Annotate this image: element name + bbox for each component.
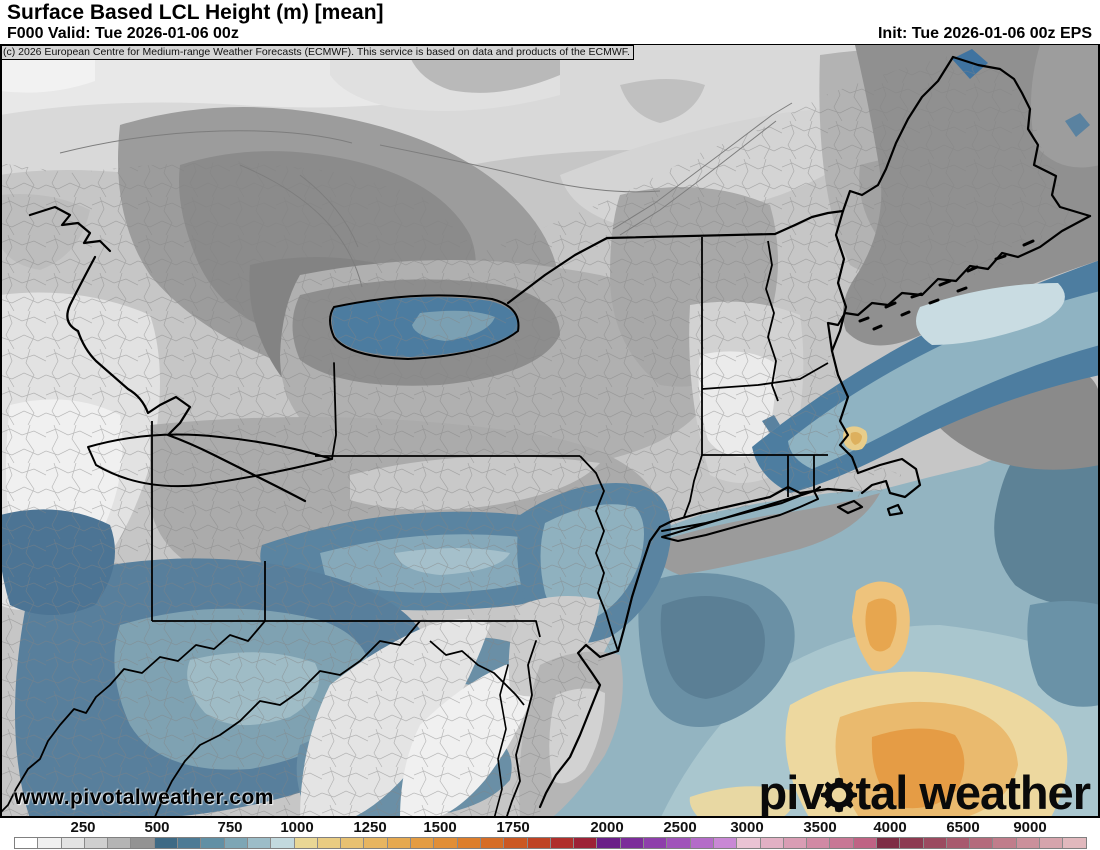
colorbar-cell	[457, 838, 481, 848]
colorbar-cell	[876, 838, 901, 848]
colorbar-cell	[900, 838, 924, 848]
pivotal-weather-logo: piv tal weather	[758, 766, 1091, 819]
colorbar-cell	[760, 838, 784, 848]
colorbar	[14, 837, 1087, 849]
colorbar-tick-label: 1750	[496, 819, 530, 836]
colorbar-cell	[737, 838, 761, 848]
colorbar-cell	[480, 838, 505, 848]
colorbar-cell	[527, 838, 551, 848]
colorbar-tick-label: 2500	[663, 819, 697, 836]
logo-text-1: piv	[758, 766, 825, 819]
colorbar-cell	[667, 838, 691, 848]
colorbar-cell	[247, 838, 272, 848]
colorbar-tick-label: 3500	[803, 819, 837, 836]
colorbar-cell	[993, 838, 1017, 848]
colorbar-tick-label: 3000	[730, 819, 764, 836]
colorbar-tick-label: 500	[144, 819, 170, 836]
colorbar-cell	[807, 838, 831, 848]
colorbar-cell	[178, 838, 202, 848]
colorbar-cell	[317, 838, 342, 848]
colorbar-cell	[108, 838, 132, 848]
weather-map-svg	[0, 45, 1100, 819]
colorbar-cell	[1016, 838, 1041, 848]
colorbar-tick-label: 2000	[590, 819, 624, 836]
color-scale: 250 500 750 1000 1250 1500 1750 2000 2500 3000 350…	[0, 818, 1100, 850]
colorbar-cell	[15, 838, 39, 848]
colorbar-cell	[946, 838, 971, 848]
colorbar-cell	[84, 838, 109, 848]
colorbar-tick-label: 9000	[1013, 819, 1047, 836]
colorbar-cell	[620, 838, 645, 848]
colorbar-cell	[970, 838, 994, 848]
colorbar-cell	[154, 838, 179, 848]
page-title: Surface Based LCL Height (m) [mean]	[7, 1, 384, 24]
colorbar-cell	[713, 838, 738, 848]
colorbar-cell	[224, 838, 248, 848]
forecast-valid-label: F000 Valid: Tue 2026-01-06 00z	[7, 25, 239, 42]
colorbar-tick-label: 1500	[423, 819, 457, 836]
logo-text-2: tal weather	[855, 766, 1091, 819]
colorbar-cell	[434, 838, 458, 848]
copyright-banner: (c) 2026 European Centre for Medium-rang…	[0, 45, 634, 60]
colorbar-tick-label: 4000	[873, 819, 907, 836]
colorbar-cell	[294, 838, 318, 848]
colorbar-cell	[853, 838, 877, 848]
colorbar-cell	[131, 838, 155, 848]
colorbar-cell	[550, 838, 575, 848]
colorbar-cell	[271, 838, 295, 848]
header: Surface Based LCL Height (m) [mean] F000…	[0, 0, 1100, 44]
map-area: (c) 2026 European Centre for Medium-rang…	[0, 44, 1100, 819]
colorbar-cell	[783, 838, 808, 848]
colorbar-cell	[574, 838, 598, 848]
colorbar-cell	[830, 838, 854, 848]
colorbar-cell	[364, 838, 388, 848]
colorbar-cell	[597, 838, 621, 848]
colorbar-cell	[504, 838, 528, 848]
watermark-url: www.pivotalweather.com	[14, 786, 274, 809]
colorbar-cell	[411, 838, 435, 848]
colorbar-cell	[1040, 838, 1064, 848]
init-time-label: Init: Tue 2026-01-06 00z EPS	[877, 25, 1092, 42]
colorbar-cell	[341, 838, 365, 848]
colorbar-cell	[38, 838, 62, 848]
colorbar-cell	[644, 838, 668, 848]
colorbar-cell	[201, 838, 225, 848]
colorbar-tick-label: 6500	[946, 819, 980, 836]
colorbar-cell	[387, 838, 412, 848]
colorbar-cell	[1063, 838, 1086, 848]
colorbar-tick-label: 750	[217, 819, 243, 836]
colorbar-cell	[690, 838, 714, 848]
colorbar-tick-label: 1250	[353, 819, 387, 836]
gear-icon	[821, 777, 858, 813]
colorbar-tick-label: 250	[70, 819, 96, 836]
colorbar-cell	[61, 838, 85, 848]
colorbar-cell	[923, 838, 947, 848]
colorbar-tick-label: 1000	[280, 819, 314, 836]
